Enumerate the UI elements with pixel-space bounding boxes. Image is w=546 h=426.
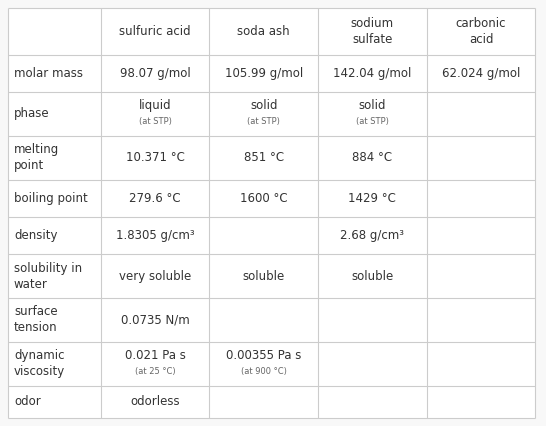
Text: soluble: soluble <box>242 270 285 282</box>
Text: odor: odor <box>14 395 41 408</box>
Text: molar mass: molar mass <box>14 67 83 80</box>
Text: density: density <box>14 229 57 242</box>
Text: very soluble: very soluble <box>119 270 191 282</box>
Text: 98.07 g/mol: 98.07 g/mol <box>120 67 191 80</box>
Text: boiling point: boiling point <box>14 192 88 205</box>
Text: 279.6 °C: 279.6 °C <box>129 192 181 205</box>
Text: carbonic
acid: carbonic acid <box>456 17 506 46</box>
Text: odorless: odorless <box>130 395 180 408</box>
Text: (at STP): (at STP) <box>139 117 171 126</box>
Text: sulfuric acid: sulfuric acid <box>119 25 191 38</box>
Text: 2.68 g/cm³: 2.68 g/cm³ <box>340 229 405 242</box>
Text: 0.00355 Pa s: 0.00355 Pa s <box>226 349 301 362</box>
Text: sodium
sulfate: sodium sulfate <box>351 17 394 46</box>
Text: 1600 °C: 1600 °C <box>240 192 288 205</box>
Text: dynamic
viscosity: dynamic viscosity <box>14 349 66 378</box>
Text: melting
point: melting point <box>14 143 60 172</box>
Text: (at STP): (at STP) <box>247 117 280 126</box>
Text: solid: solid <box>359 99 386 112</box>
Text: 142.04 g/mol: 142.04 g/mol <box>333 67 412 80</box>
Text: 884 °C: 884 °C <box>352 151 393 164</box>
Text: 0.021 Pa s: 0.021 Pa s <box>124 349 186 362</box>
Text: (at STP): (at STP) <box>356 117 389 126</box>
Text: 851 °C: 851 °C <box>244 151 284 164</box>
Text: soluble: soluble <box>351 270 394 282</box>
Text: solid: solid <box>250 99 277 112</box>
Text: 1.8305 g/cm³: 1.8305 g/cm³ <box>116 229 194 242</box>
Text: 1429 °C: 1429 °C <box>348 192 396 205</box>
Text: 62.024 g/mol: 62.024 g/mol <box>442 67 520 80</box>
Text: (at 900 °C): (at 900 °C) <box>241 367 287 376</box>
Text: liquid: liquid <box>139 99 171 112</box>
Text: surface
tension: surface tension <box>14 305 58 334</box>
Text: solubility in
water: solubility in water <box>14 262 82 291</box>
Text: soda ash: soda ash <box>238 25 290 38</box>
Text: 10.371 °C: 10.371 °C <box>126 151 185 164</box>
Text: (at 25 °C): (at 25 °C) <box>135 367 175 376</box>
Text: 105.99 g/mol: 105.99 g/mol <box>224 67 303 80</box>
Text: 0.0735 N/m: 0.0735 N/m <box>121 314 189 326</box>
Text: phase: phase <box>14 107 50 121</box>
